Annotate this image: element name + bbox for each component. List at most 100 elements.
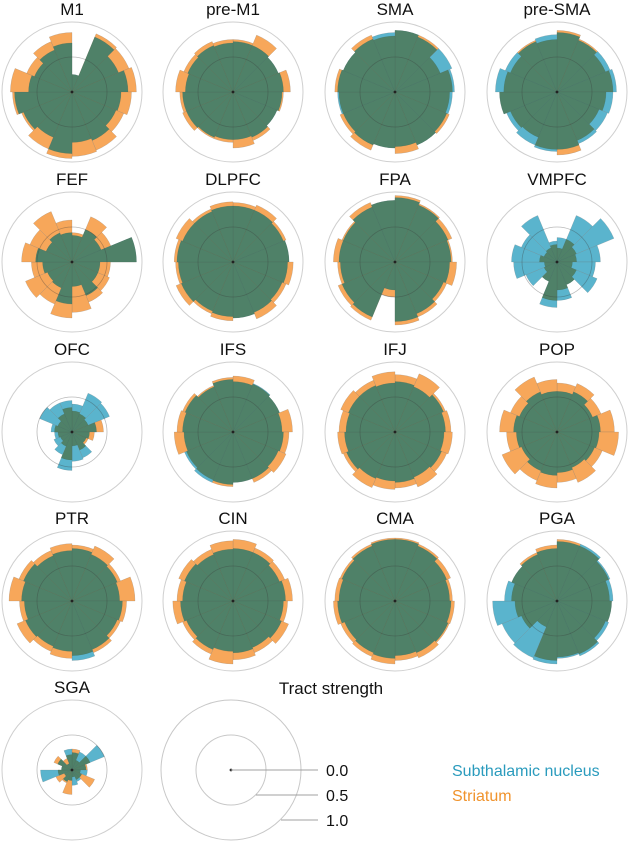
polar-bar-ptr-7-overlap: [71, 600, 94, 656]
polar-bar-sma-14-overlap: [354, 38, 396, 93]
polar-title-pre-m1: pre-M1: [206, 0, 260, 19]
polar-bar-ofc-15-overlap: [62, 407, 73, 433]
polar-center-ofc: [70, 430, 74, 434]
polar-title-fpa: FPA: [379, 170, 411, 189]
polar-bar-pop-15-overlap: [541, 391, 558, 433]
polar-bar-pop-14-overlap: [526, 391, 558, 433]
polar-title-ifs: IFS: [220, 340, 246, 359]
polar-dlpfc: DLPFC: [162, 170, 304, 333]
polar-bar-pga-1-overlap: [556, 545, 600, 602]
polar-bar-ifj-11-overlap: [344, 431, 396, 452]
polar-bar-fpa-2-overlap: [394, 221, 449, 263]
polar-center-dlpfc: [231, 260, 235, 264]
polar-bar-sma-6-overlap: [394, 91, 436, 146]
polar-bar-ofc-1-overlap: [71, 413, 87, 433]
polar-bar-cin-15-overlap: [212, 548, 234, 602]
polar-bar-pga-2-overlap: [556, 561, 610, 602]
polar-bar-pre-m1-1-overlap: [232, 45, 269, 93]
polar-bar-pre-m1-3-overlap: [232, 72, 284, 93]
polar-bar-fpa-10-overlap: [341, 261, 396, 303]
polar-bar-dlpfc-7-overlap: [232, 261, 255, 319]
polar-bar-cma-5-overlap: [394, 600, 449, 642]
polar-bar-pga-15-overlap: [536, 548, 558, 602]
polar-title-sma: SMA: [377, 0, 415, 19]
polar-bar-ifj-3-overlap: [394, 412, 446, 433]
polar-bar-fpa-15-overlap: [371, 200, 396, 263]
polar-bar-fef-14-overlap: [49, 232, 73, 263]
polar-mid-ring-pop: [521, 396, 593, 468]
polar-sga: SGA: [1, 678, 143, 841]
polar-bar-vmpfc-3-overlap: [556, 254, 577, 263]
polar-center-cin: [231, 599, 235, 603]
polar-bar-ifs-13-overlap: [184, 395, 234, 433]
polar-bar-m1-4-overlap: [71, 91, 122, 112]
scale-label-1: 1.0: [326, 813, 348, 830]
polar-bar-ptr-4-overlap: [71, 600, 123, 621]
polar-bar-pre-sma-12-overlap: [503, 71, 558, 93]
polar-bar-ifs-15-overlap: [212, 379, 234, 433]
polar-outer-ring-m1: [1, 21, 143, 163]
polar-outer-ring-vmpfc: [486, 191, 628, 333]
polar-pre-m1: pre-M1: [162, 0, 304, 163]
polar-bar-dlpfc-8-overlap: [211, 261, 234, 317]
polar-bar-pop-12-overlap: [513, 415, 558, 433]
polar-ofc: OFC: [1, 340, 143, 503]
polar-bar-ptr-8-overlap: [52, 600, 73, 652]
polar-bar-ptr-15-overlap: [52, 550, 73, 602]
polar-bar-pre-sma-11-overlap: [499, 91, 558, 115]
polar-mid-ring-ifs: [197, 396, 269, 468]
polar-bar-ifs-2-overlap: [232, 396, 280, 433]
polar-title-ofc: OFC: [54, 340, 90, 359]
polar-sma: SMA: [324, 0, 466, 163]
polar-ptr: PTR: [1, 509, 143, 672]
polar-bar-cma-11-overlap: [337, 600, 396, 624]
polar-bar-dlpfc-4-overlap: [232, 261, 288, 284]
polar-bar-cma-6-overlap: [394, 600, 435, 654]
polar-bar-vmpfc-2-overlap: [556, 246, 577, 263]
polar-bar-fpa-7-overlap: [394, 261, 419, 322]
polar-m1: M1: [1, 0, 143, 163]
polar-bar-pop-5-overlap: [556, 431, 595, 461]
polar-outer-ring-ifj: [324, 361, 466, 503]
polar-bar-cma-2-overlap: [394, 561, 448, 602]
polar-mid-ring-fpa: [359, 226, 431, 298]
polar-bar-ifs-1-overlap: [232, 383, 270, 433]
polar-bar-vmpfc-8-overlap: [542, 261, 558, 301]
polar-pga: PGA: [486, 509, 628, 672]
polar-bar-m1-15-overlap: [52, 42, 73, 93]
polar-outer-ring-sma: [324, 21, 466, 163]
polar-bar-sga-2-overlap: [71, 755, 91, 771]
polar-outer-ring-pre-m1: [162, 21, 304, 163]
polar-mid-ring-ofc: [36, 396, 108, 468]
polar-bar-pre-m1-14-overlap: [197, 45, 234, 93]
polar-center-m1: [70, 90, 74, 94]
polar-bar-ofc-6-overlap: [71, 431, 87, 451]
polar-title-cin: CIN: [218, 509, 247, 528]
polar-bar-ifj-14-overlap: [359, 385, 396, 433]
polar-center-ptr: [70, 599, 74, 603]
polar-bar-sma-12-overlap: [337, 69, 396, 93]
legend-entry-subthalamic-nucleus: Subthalamic nucleus: [452, 763, 600, 780]
polar-bar-cin-1-overlap: [232, 552, 271, 602]
polar-title-ifj: IFJ: [383, 340, 407, 359]
polar-bar-ifs-8-overlap: [212, 431, 234, 485]
polar-bar-pre-sma-15-overlap: [536, 39, 558, 93]
polar-bar-sga-3-overlap: [71, 764, 87, 771]
legend: Subthalamic nucleus Striatum: [452, 763, 600, 805]
polar-bar-sga-13-overlap: [57, 758, 73, 771]
polar-outer-ring-ifs: [162, 361, 304, 503]
polar-bar-fpa-1-overlap: [394, 204, 439, 263]
polar-mid-ring-ifj: [359, 396, 431, 468]
polar-bar-ifj-15-overlap: [375, 382, 396, 433]
polar-bar-sga-15-overlap: [65, 754, 73, 771]
polar-bar-pre-m1-15-overlap: [213, 42, 234, 93]
polar-bar-sma-1-overlap: [394, 36, 438, 93]
polar-bar-cin-9-overlap: [195, 600, 234, 650]
polar-title-vmpfc: VMPFC: [527, 170, 587, 189]
polar-bar-dlpfc-10-overlap: [180, 261, 234, 302]
polar-center-fpa: [393, 260, 397, 264]
polar-bar-ifs-4-overlap: [232, 431, 284, 452]
polar-bar-cma-9-overlap: [355, 600, 396, 654]
legend-entry-striatum: Striatum: [452, 788, 512, 805]
polar-bar-m1-6-overlap: [71, 91, 110, 141]
